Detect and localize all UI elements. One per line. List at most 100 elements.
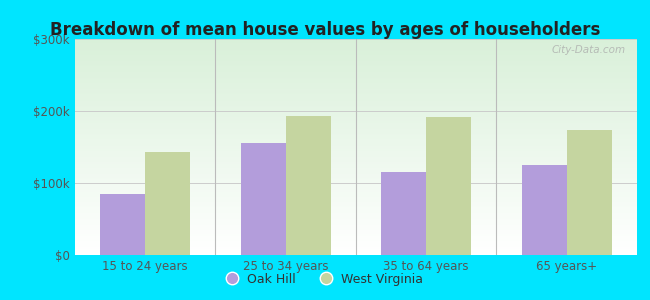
Bar [75, 53, 637, 54]
Bar [75, 121, 637, 122]
Bar [75, 122, 637, 123]
Bar [75, 192, 637, 194]
Bar [75, 100, 637, 101]
Bar [75, 164, 637, 165]
Bar [75, 89, 637, 90]
Bar [75, 156, 637, 157]
Bar [75, 127, 637, 128]
Bar [75, 96, 637, 97]
Bar [75, 188, 637, 189]
Bar [75, 67, 637, 68]
Bar [75, 113, 637, 115]
Bar [522, 165, 567, 255]
Bar [75, 150, 637, 151]
Bar [75, 136, 637, 137]
Bar [75, 213, 637, 214]
Text: Breakdown of mean house values by ages of householders: Breakdown of mean house values by ages o… [50, 21, 600, 39]
Bar [75, 226, 637, 227]
Bar [75, 106, 637, 107]
Bar [75, 128, 637, 129]
Bar [75, 56, 637, 57]
Bar [75, 181, 637, 182]
Bar [75, 161, 637, 162]
Bar [567, 130, 612, 255]
Bar [75, 163, 637, 164]
Bar [75, 62, 637, 63]
Bar [75, 171, 637, 172]
Bar [145, 152, 190, 255]
Bar [75, 117, 637, 118]
Bar [75, 119, 637, 120]
Bar [75, 49, 637, 50]
Bar [75, 86, 637, 88]
Bar [75, 42, 637, 43]
Bar [75, 182, 637, 183]
Bar [75, 178, 637, 179]
Bar [75, 51, 637, 52]
Bar [75, 177, 637, 178]
Bar [75, 143, 637, 144]
Bar [75, 81, 637, 82]
Bar [75, 116, 637, 117]
Bar [75, 167, 637, 169]
Bar [75, 91, 637, 92]
Bar [75, 118, 637, 119]
Bar [75, 129, 637, 130]
Bar [75, 196, 637, 197]
Bar [75, 203, 637, 204]
Bar [75, 169, 637, 170]
Bar [75, 236, 637, 237]
Bar [75, 159, 637, 160]
Bar [75, 183, 637, 184]
Bar [75, 154, 637, 156]
Bar [75, 187, 637, 188]
Bar [75, 242, 637, 243]
Bar [381, 172, 426, 255]
Bar [75, 69, 637, 70]
Bar [75, 170, 637, 171]
Bar [75, 245, 637, 246]
Text: City-Data.com: City-Data.com [552, 46, 626, 56]
Bar [75, 100, 637, 102]
Bar [75, 107, 637, 108]
Bar [75, 147, 637, 148]
Bar [75, 214, 637, 215]
Bar [75, 44, 637, 46]
Bar [75, 224, 637, 225]
Bar [75, 237, 637, 238]
Bar [75, 59, 637, 61]
Bar [75, 225, 637, 226]
Bar [75, 71, 637, 73]
Bar [75, 131, 637, 132]
Bar [75, 82, 637, 83]
Bar [75, 206, 637, 208]
Bar [75, 149, 637, 150]
Bar [75, 90, 637, 91]
Bar [75, 64, 637, 65]
Bar [75, 165, 637, 166]
Bar [75, 115, 637, 116]
Bar [75, 246, 637, 247]
Bar [75, 253, 637, 254]
Bar [75, 54, 637, 55]
Bar [75, 95, 637, 96]
Bar [75, 248, 637, 250]
Bar [75, 190, 637, 191]
Bar [75, 204, 637, 205]
Bar [75, 103, 637, 104]
Bar [75, 201, 637, 202]
Bar [75, 98, 637, 100]
Bar [75, 124, 637, 125]
Bar [75, 185, 637, 186]
Bar [75, 130, 637, 131]
Bar [75, 39, 637, 40]
Bar [75, 176, 637, 177]
Bar [75, 66, 637, 67]
Bar [75, 229, 637, 230]
Bar [75, 216, 637, 217]
Bar [75, 138, 637, 140]
Bar [75, 63, 637, 64]
Bar [75, 238, 637, 239]
Bar [75, 157, 637, 158]
Bar [75, 70, 637, 71]
